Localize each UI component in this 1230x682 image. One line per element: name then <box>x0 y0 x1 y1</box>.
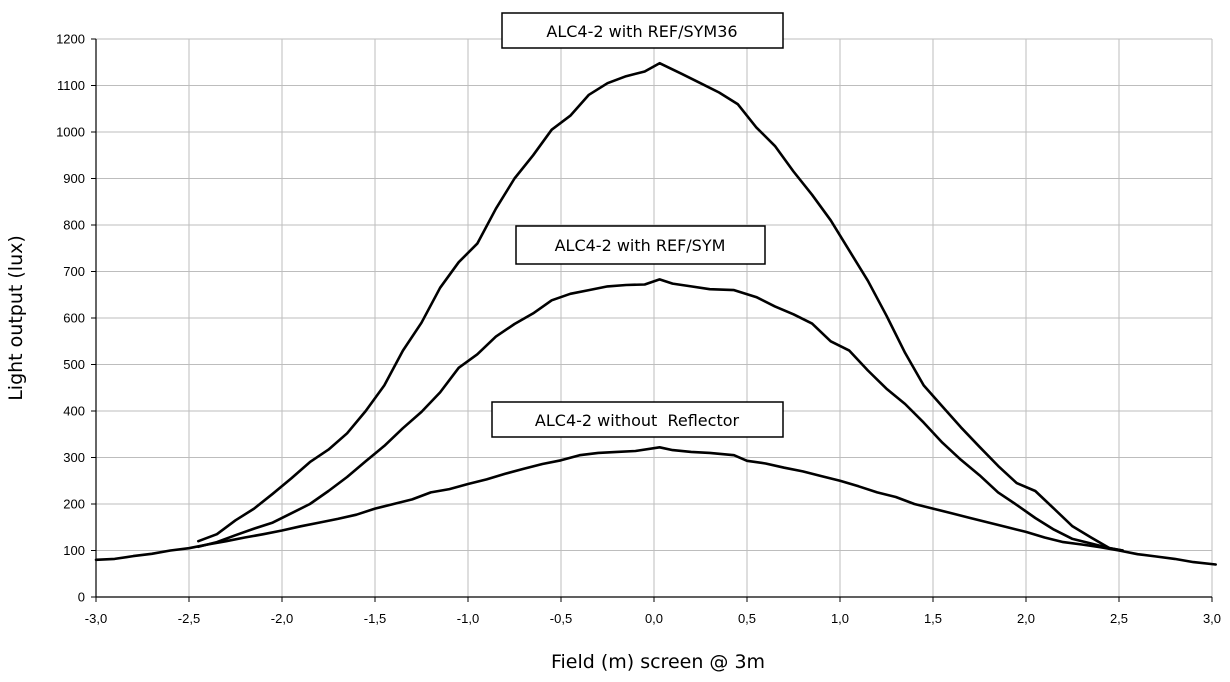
y-tick-label: 500 <box>63 357 85 372</box>
y-tick-label: 700 <box>63 264 85 279</box>
x-tick-label: 0,0 <box>645 611 663 626</box>
x-tick-label: -0,5 <box>550 611 572 626</box>
x-tick-label: -3,0 <box>85 611 107 626</box>
grid-lines <box>96 38 1213 597</box>
x-tick-label: 2,0 <box>1017 611 1035 626</box>
annotation-box <box>501 12 784 49</box>
y-tick-label: 900 <box>63 171 85 186</box>
x-tick-label: 1,5 <box>924 611 942 626</box>
x-tick-label: 3,0 <box>1203 611 1221 626</box>
x-tick-label: -1,0 <box>457 611 479 626</box>
series-line-0 <box>197 61 1124 552</box>
y-axis-label: Light output (lux) <box>5 235 27 401</box>
x-tick-label: -2,0 <box>271 611 293 626</box>
x-axis-label: Field (m) screen @ 3m <box>551 651 765 673</box>
series-lines <box>94 61 1217 566</box>
y-tick-label: 300 <box>63 450 85 465</box>
annotation-text: ALC4-2 without Reflector <box>535 411 740 430</box>
annotation-without-reflector: ALC4-2 without Reflector <box>491 401 784 438</box>
axes <box>91 38 1213 602</box>
annotation-text: ALC4-2 with REF/SYM36 <box>546 22 737 41</box>
y-tick-label: 100 <box>63 543 85 558</box>
annotation-box <box>491 401 784 438</box>
y-tick-label: 600 <box>63 311 85 326</box>
x-tick-label: 2,5 <box>1110 611 1128 626</box>
annotation-box <box>515 225 766 265</box>
x-tick-label: -2,5 <box>178 611 200 626</box>
y-tick-label: 1100 <box>57 78 85 93</box>
annotation-ref-sym: ALC4-2 with REF/SYM <box>515 225 766 265</box>
x-tick-label: -1,5 <box>364 611 386 626</box>
y-tick-labels: 0 100 200 300 400 500 600 700 800 900 1000 1100 1200 <box>56 32 85 605</box>
y-tick-label: 1200 <box>56 32 85 47</box>
x-tick-label: 1,0 <box>831 611 849 626</box>
series-line-2 <box>94 446 1217 566</box>
y-tick-label: 0 <box>78 590 85 605</box>
y-tick-label: 200 <box>63 497 85 512</box>
y-tick-label: 1000 <box>56 125 85 140</box>
y-tick-label: 400 <box>63 404 85 419</box>
annotation-text: ALC4-2 with REF/SYM <box>555 236 726 255</box>
annotation-ref-sym36: ALC4-2 with REF/SYM36 <box>501 12 784 49</box>
x-tick-label: 0,5 <box>738 611 756 626</box>
x-tick-labels: -3,0 -2,5 -2,0 -1,5 -1,0 -0,5 0,0 0,5 1,0 1,5 2,0 2… <box>85 611 1221 626</box>
y-tick-label: 800 <box>63 218 85 233</box>
series-line-1 <box>197 278 1124 552</box>
